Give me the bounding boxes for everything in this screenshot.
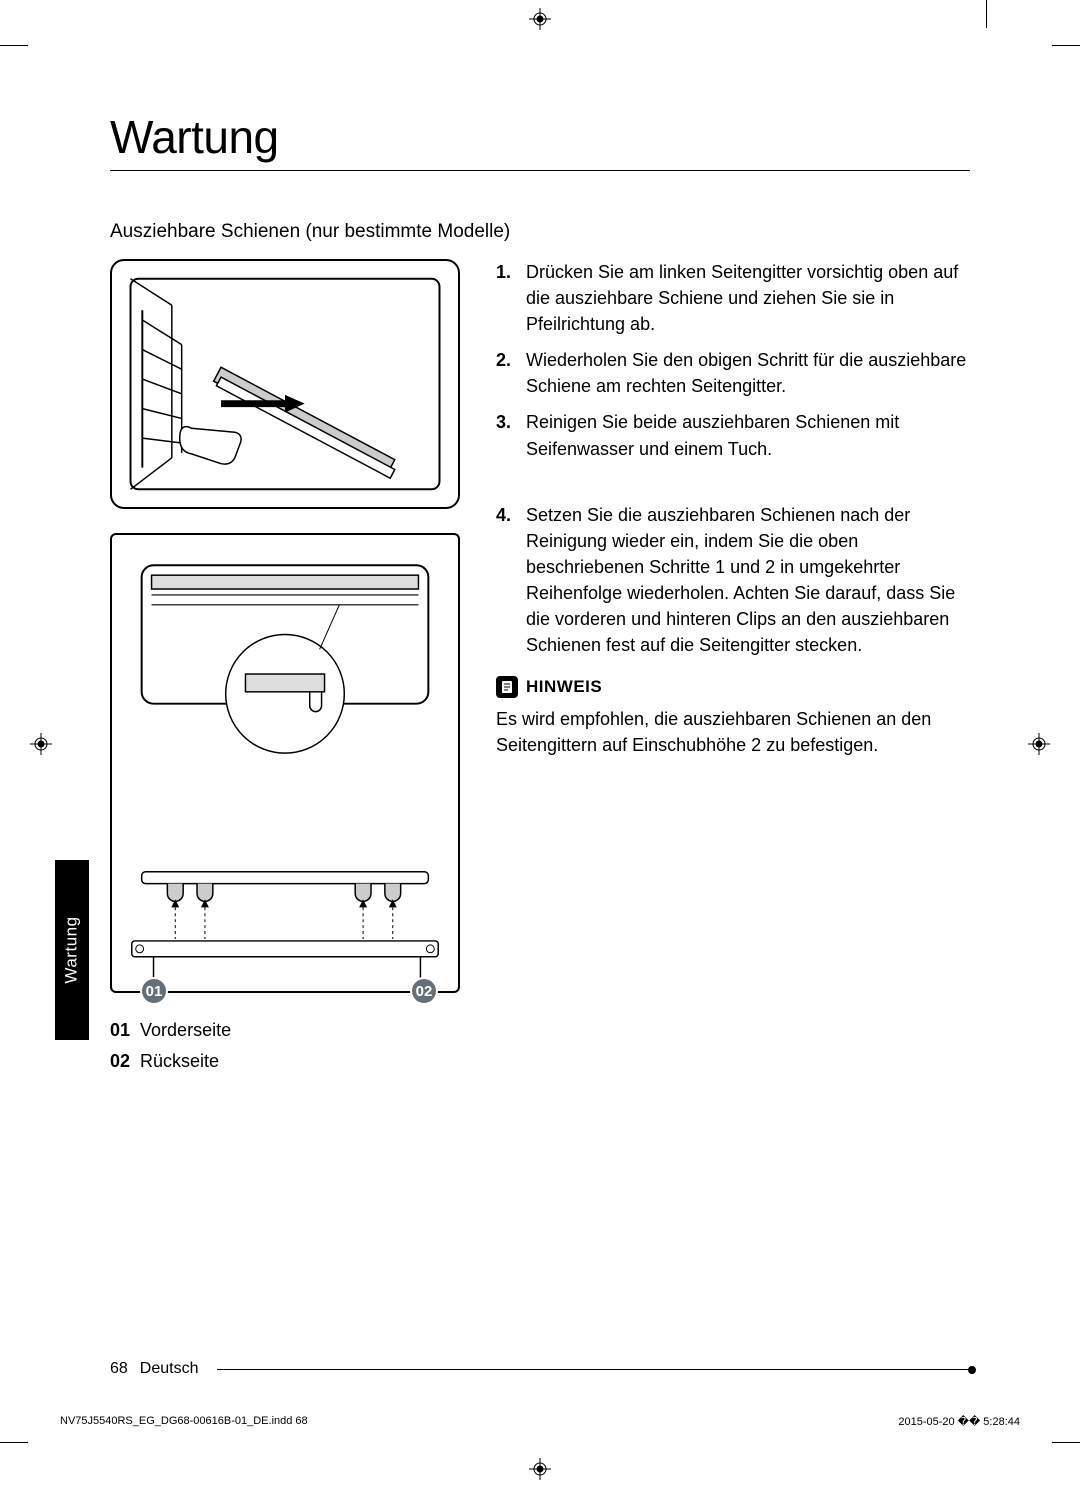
print-file: NV75J5540RS_EG_DG68-00616B-01_DE.indd 68 [60,1415,308,1428]
legend-num: 02 [110,1048,130,1075]
legend-item: 01 Vorderseite [110,1017,460,1044]
registration-mark-icon [529,8,551,30]
crop-mark [986,0,987,28]
note-heading: HINWEIS [496,676,970,698]
crop-mark [1052,45,1080,46]
note-label: HINWEIS [526,677,602,697]
step-text: Reinigen Sie beide ausziehbaren Schienen… [526,409,970,461]
side-tab-label: Wartung [62,916,82,983]
note-body: Es wird empfohlen, die ausziehbaren Schi… [496,706,970,758]
step-item: 2. Wiederholen Sie den obigen Schritt fü… [496,347,970,399]
oven-rail-diagram-icon [112,261,458,507]
column-right: 1. Drücken Sie am linken Seitengitter vo… [496,259,970,1079]
section-subtitle: Ausziehbare Schienen (nur bestimmte Mode… [110,221,970,243]
page-title: Wartung [110,110,970,164]
steps-list-1: 1. Drücken Sie am linken Seitengitter vo… [496,259,970,462]
step-item: 3. Reinigen Sie beide ausziehbaren Schie… [496,409,970,461]
step-text: Setzen Sie die ausziehbaren Schienen nac… [526,502,970,659]
page-footer: 68 Deutsch [110,1360,970,1378]
title-rule [110,170,970,171]
crop-mark [0,45,28,46]
column-left: 01 02 01 Vorderseite 02 Rückseite [110,259,460,1079]
legend-item: 02 Rückseite [110,1048,460,1075]
step-number: 4. [496,502,516,659]
step-text: Drücken Sie am linken Seitengitter vorsi… [526,259,970,337]
step-number: 1. [496,259,516,337]
print-footer: NV75J5540RS_EG_DG68-00616B-01_DE.indd 68… [60,1415,1020,1428]
page-content: Wartung Wartung Ausziehbare Schienen (nu… [110,110,970,1378]
footer-rule [217,1369,971,1370]
steps-list-2: 4. Setzen Sie die ausziehbaren Schienen … [496,502,970,659]
page-number: 68 [110,1360,128,1378]
illustration-1 [110,259,460,509]
callout-badge-02: 02 [410,977,438,1005]
steps-block-2: 4. Setzen Sie die ausziehbaren Schienen … [496,502,970,759]
print-date: 2015-05-20 �� 5:28:44 [898,1415,1020,1428]
legend-text: Vorderseite [140,1017,231,1044]
side-tab: Wartung [55,860,89,1040]
illustration-2: 01 02 [110,533,460,993]
page-language: Deutsch [140,1360,199,1378]
legend-num: 01 [110,1017,130,1044]
rail-clips-diagram-icon [112,535,458,991]
step-number: 3. [496,409,516,461]
registration-mark-icon [1028,733,1050,755]
note-icon [496,676,518,698]
registration-mark-icon [529,1458,551,1480]
legend: 01 Vorderseite 02 Rückseite [110,1017,460,1075]
step-item: 4. Setzen Sie die ausziehbaren Schienen … [496,502,970,659]
content-columns: 01 02 01 Vorderseite 02 Rückseite 1. Drü… [110,259,970,1079]
legend-text: Rückseite [140,1048,219,1075]
step-text: Wiederholen Sie den obigen Schritt für d… [526,347,970,399]
registration-mark-icon [30,733,52,755]
step-item: 1. Drücken Sie am linken Seitengitter vo… [496,259,970,337]
crop-mark [1052,1442,1080,1443]
callout-badge-01: 01 [140,977,168,1005]
step-number: 2. [496,347,516,399]
crop-mark [0,1442,28,1443]
